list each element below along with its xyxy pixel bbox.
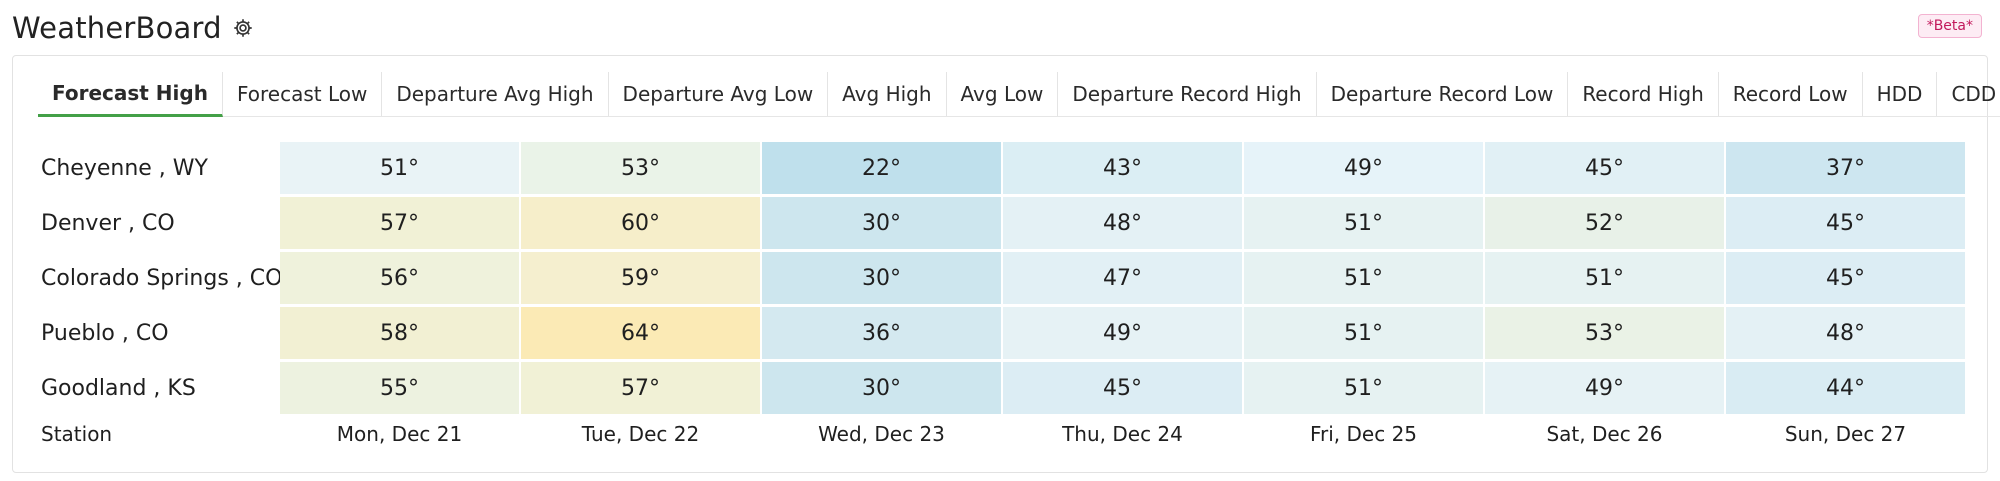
temperature-cell[interactable]: 51° <box>1244 362 1483 414</box>
station-name: Denver , CO <box>41 210 175 236</box>
table-row: Goodland , KS 55° 57° 30° 45° 51° 49° 44° <box>39 362 1967 414</box>
temperature-cell[interactable]: 57° <box>280 197 519 249</box>
temperature-cell[interactable]: 58° <box>280 307 519 359</box>
station-name: Pueblo , CO <box>41 320 169 346</box>
metric-tabs: Forecast High Forecast Low Departure Avg H… <box>38 72 2000 117</box>
day-label: Thu, Dec 24 <box>1062 422 1183 446</box>
day-label: Sun, Dec 27 <box>1784 422 1907 446</box>
tab-departure-record-high[interactable]: Departure Record High <box>1058 72 1317 116</box>
temperature-cell[interactable]: 49° <box>1003 307 1242 359</box>
tab-hdd[interactable]: HDD <box>1863 72 1938 116</box>
tab-cdd[interactable]: CDD <box>1951 82 1997 106</box>
tab-departure-record-low[interactable]: Departure Record Low <box>1317 72 1569 116</box>
station-name: Cheyenne , WY <box>41 155 208 181</box>
temperature-cell[interactable]: 47° <box>1003 252 1242 304</box>
temperature-cell[interactable]: 48° <box>1726 307 1965 359</box>
date-footer: Station Mon, Dec 21 Tue, Dec 22 Wed, Dec 23… <box>39 417 1967 451</box>
table-row: Colorado Springs , CO 56° 59° 30° 47° 51° 51° 4… <box>39 252 1967 304</box>
tab-departure-avg-high[interactable]: Departure Avg High <box>382 72 609 116</box>
tab-avg-low[interactable]: Avg Low <box>947 72 1059 116</box>
station-column-label: Station <box>41 422 113 446</box>
temperature-cell[interactable]: 60° <box>521 197 760 249</box>
temperature-cell[interactable]: 45° <box>1726 252 1965 304</box>
temperature-cell[interactable]: 30° <box>762 362 1001 414</box>
gear-icon[interactable] <box>232 17 254 39</box>
day-label: Tue, Dec 22 <box>581 422 700 446</box>
table-row: Denver , CO 57° 60° 30° 48° 51° 52° 45° <box>39 197 1967 249</box>
table-row: Pueblo , CO 58° 64° 36° 49° 51° 53° 48° <box>39 307 1967 359</box>
station-name: Colorado Springs , CO <box>41 265 283 291</box>
temperature-cell[interactable]: 51° <box>1244 197 1483 249</box>
temperature-cell[interactable]: 49° <box>1485 362 1724 414</box>
temperature-cell[interactable]: 37° <box>1726 142 1965 194</box>
temperature-cell[interactable]: 45° <box>1003 362 1242 414</box>
temperature-cell[interactable]: 22° <box>762 142 1001 194</box>
temperature-cell[interactable]: 59° <box>521 252 760 304</box>
temperature-cell[interactable]: 45° <box>1726 197 1965 249</box>
temperature-cell[interactable]: 52° <box>1485 197 1724 249</box>
tab-record-low[interactable]: Record Low <box>1719 72 1863 116</box>
table-row: Cheyenne , WY 51° 53° 22° 43° 49° 45° 37° <box>39 142 1967 194</box>
temperature-cell[interactable]: 30° <box>762 252 1001 304</box>
day-label: Sat, Dec 26 <box>1546 422 1663 446</box>
tab-forecast-low[interactable]: Forecast Low <box>223 72 383 116</box>
station-name: Goodland , KS <box>41 375 196 401</box>
beta-badge[interactable]: *Beta* <box>1917 14 1982 38</box>
temperature-cell[interactable]: 56° <box>280 252 519 304</box>
temperature-cell[interactable]: 43° <box>1003 142 1242 194</box>
temperature-cell[interactable]: 36° <box>762 307 1001 359</box>
temperature-cell[interactable]: 64° <box>521 307 760 359</box>
temperature-cell[interactable]: 51° <box>1244 252 1483 304</box>
tab-record-high[interactable]: Record High <box>1568 72 1719 116</box>
temperature-cell[interactable]: 55° <box>280 362 519 414</box>
day-label: Mon, Dec 21 <box>336 422 463 446</box>
temperature-cell[interactable]: 53° <box>521 142 760 194</box>
temperature-cell[interactable]: 48° <box>1003 197 1242 249</box>
temperature-cell[interactable]: 57° <box>521 362 760 414</box>
temperature-cell[interactable]: 51° <box>1485 252 1724 304</box>
forecast-card: Forecast High Forecast Low Departure Avg H… <box>12 55 2000 473</box>
temperature-cell[interactable]: 53° <box>1485 307 1724 359</box>
app-title: WeatherBoard <box>12 11 222 45</box>
day-label: Fri, Dec 25 <box>1309 422 1418 446</box>
tab-forecast-high[interactable]: Forecast High <box>38 72 223 117</box>
temperature-cell[interactable]: 44° <box>1726 362 1965 414</box>
temperature-cell[interactable]: 49° <box>1244 142 1483 194</box>
tab-departure-avg-low[interactable]: Departure Avg Low <box>609 72 829 116</box>
temperature-cell[interactable]: 51° <box>280 142 519 194</box>
temperature-cell[interactable]: 51° <box>1244 307 1483 359</box>
forecast-grid: Cheyenne , WY 51° 53° 22° 43° 49° 45° 37° Denver… <box>39 142 1967 451</box>
temperature-cell[interactable]: 45° <box>1485 142 1724 194</box>
app-header: WeatherBoard <box>12 6 254 50</box>
tab-avg-high[interactable]: Avg High <box>828 72 947 116</box>
temperature-cell[interactable]: 30° <box>762 197 1001 249</box>
day-label: Wed, Dec 23 <box>818 422 945 446</box>
